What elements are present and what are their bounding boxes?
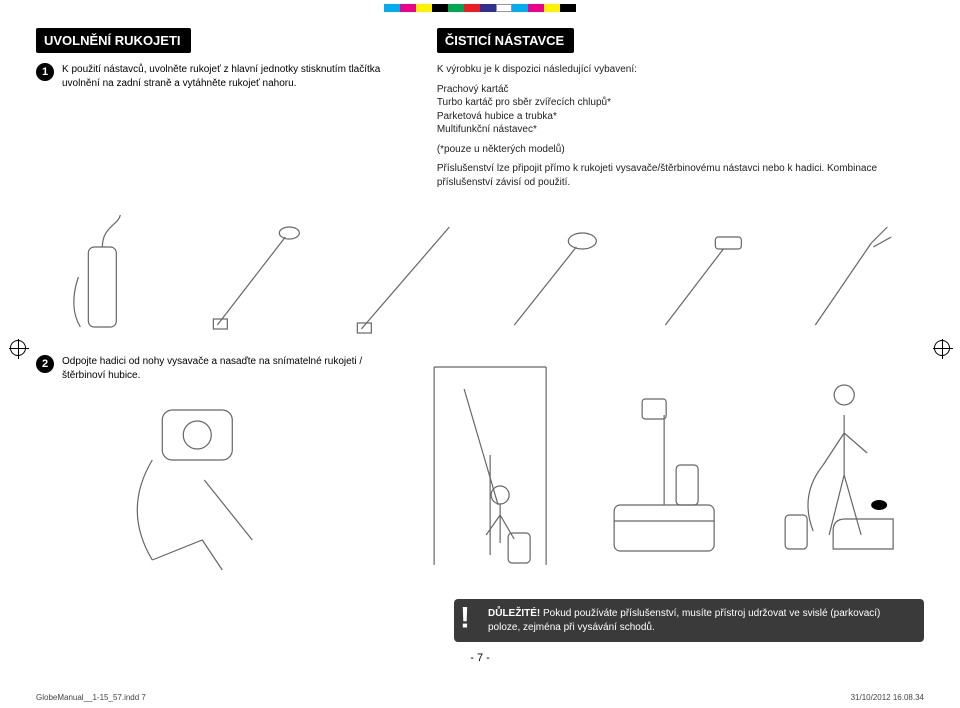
paragraph: Příslušenství lze připojit přímo k rukoj…: [437, 162, 924, 189]
accessory-list: Prachový kartáč Turbo kartáč pro sběr zv…: [437, 83, 924, 137]
illustration-mattress-clean: [579, 355, 749, 575]
illustration-detach-hose: [36, 390, 349, 590]
registration-mark: [10, 340, 26, 356]
footer-timestamp: 31/10/2012 16.08.34: [851, 693, 924, 702]
exclamation-icon: !: [460, 598, 470, 639]
step-2-left: 2 Odpojte hadici od nohy vysavače a nasa…: [36, 355, 391, 590]
step-2-area: 2 Odpojte hadici od nohy vysavače a nasa…: [36, 355, 924, 590]
illustration-turbo-brush: [482, 207, 627, 337]
heading-right: ČISTICÍ NÁSTAVCE: [437, 28, 574, 53]
usage-illustration-row: [405, 355, 924, 590]
step-1: 1 K použití nástavců, uvolněte rukojeť z…: [36, 63, 419, 90]
illustration-long-tube: [333, 207, 478, 337]
two-column-layout: UVOLNĚNÍ RUKOJETI 1 K použití nástavců, …: [36, 28, 924, 195]
page-content: UVOLNĚNÍ RUKOJETI 1 K použití nástavců, …: [36, 28, 924, 664]
registration-mark: [934, 340, 950, 356]
list-item: Parketová hubice a trubka*: [437, 110, 924, 124]
important-label: DŮLEŽITÉ!: [488, 608, 540, 619]
intro-text: K výrobku je k dispozici následující vyb…: [437, 63, 924, 77]
page-number: - 7 -: [36, 652, 924, 664]
right-column: ČISTICÍ NÁSTAVCE K výrobku je k dispozic…: [437, 28, 924, 195]
important-text: Pokud používáte příslušenství, musíte př…: [488, 608, 880, 633]
illustration-floor-head: [631, 207, 776, 337]
step-1-text: K použití nástavců, uvolněte rukojeť z h…: [62, 63, 419, 90]
step-2: 2 Odpojte hadici od nohy vysavače a nasa…: [36, 355, 391, 382]
left-column: UVOLNĚNÍ RUKOJETI 1 K použití nástavců, …: [36, 28, 419, 195]
color-swatch-bar: [384, 4, 576, 12]
print-footer: GlobeManual__1-15_57.indd 7 31/10/2012 1…: [36, 693, 924, 702]
illustration-ceiling-clean: [405, 355, 575, 575]
step-number-badge: 1: [36, 63, 54, 81]
important-callout: ! DŮLEŽITÉ! Pokud používáte příslušenstv…: [454, 599, 924, 642]
footer-file: GlobeManual__1-15_57.indd 7: [36, 693, 146, 702]
list-item: Turbo kartáč pro sběr zvířecích chlupů*: [437, 96, 924, 110]
step-2-text: Odpojte hadici od nohy vysavače a nasaďt…: [62, 355, 391, 382]
illustration-sofa-clean: [754, 355, 924, 575]
list-item: Prachový kartáč: [437, 83, 924, 97]
illustration-dust-brush: [185, 207, 330, 337]
heading-left: UVOLNĚNÍ RUKOJETI: [36, 28, 191, 53]
step-number-badge: 2: [36, 355, 54, 373]
illustration-multitool: [779, 207, 924, 337]
footnote: (*pouze u některých modelů): [437, 143, 924, 157]
illustration-vacuum-handle: [36, 207, 181, 337]
list-item: Multifunkční nástavec*: [437, 123, 924, 137]
attachment-illustration-row: [36, 207, 924, 337]
